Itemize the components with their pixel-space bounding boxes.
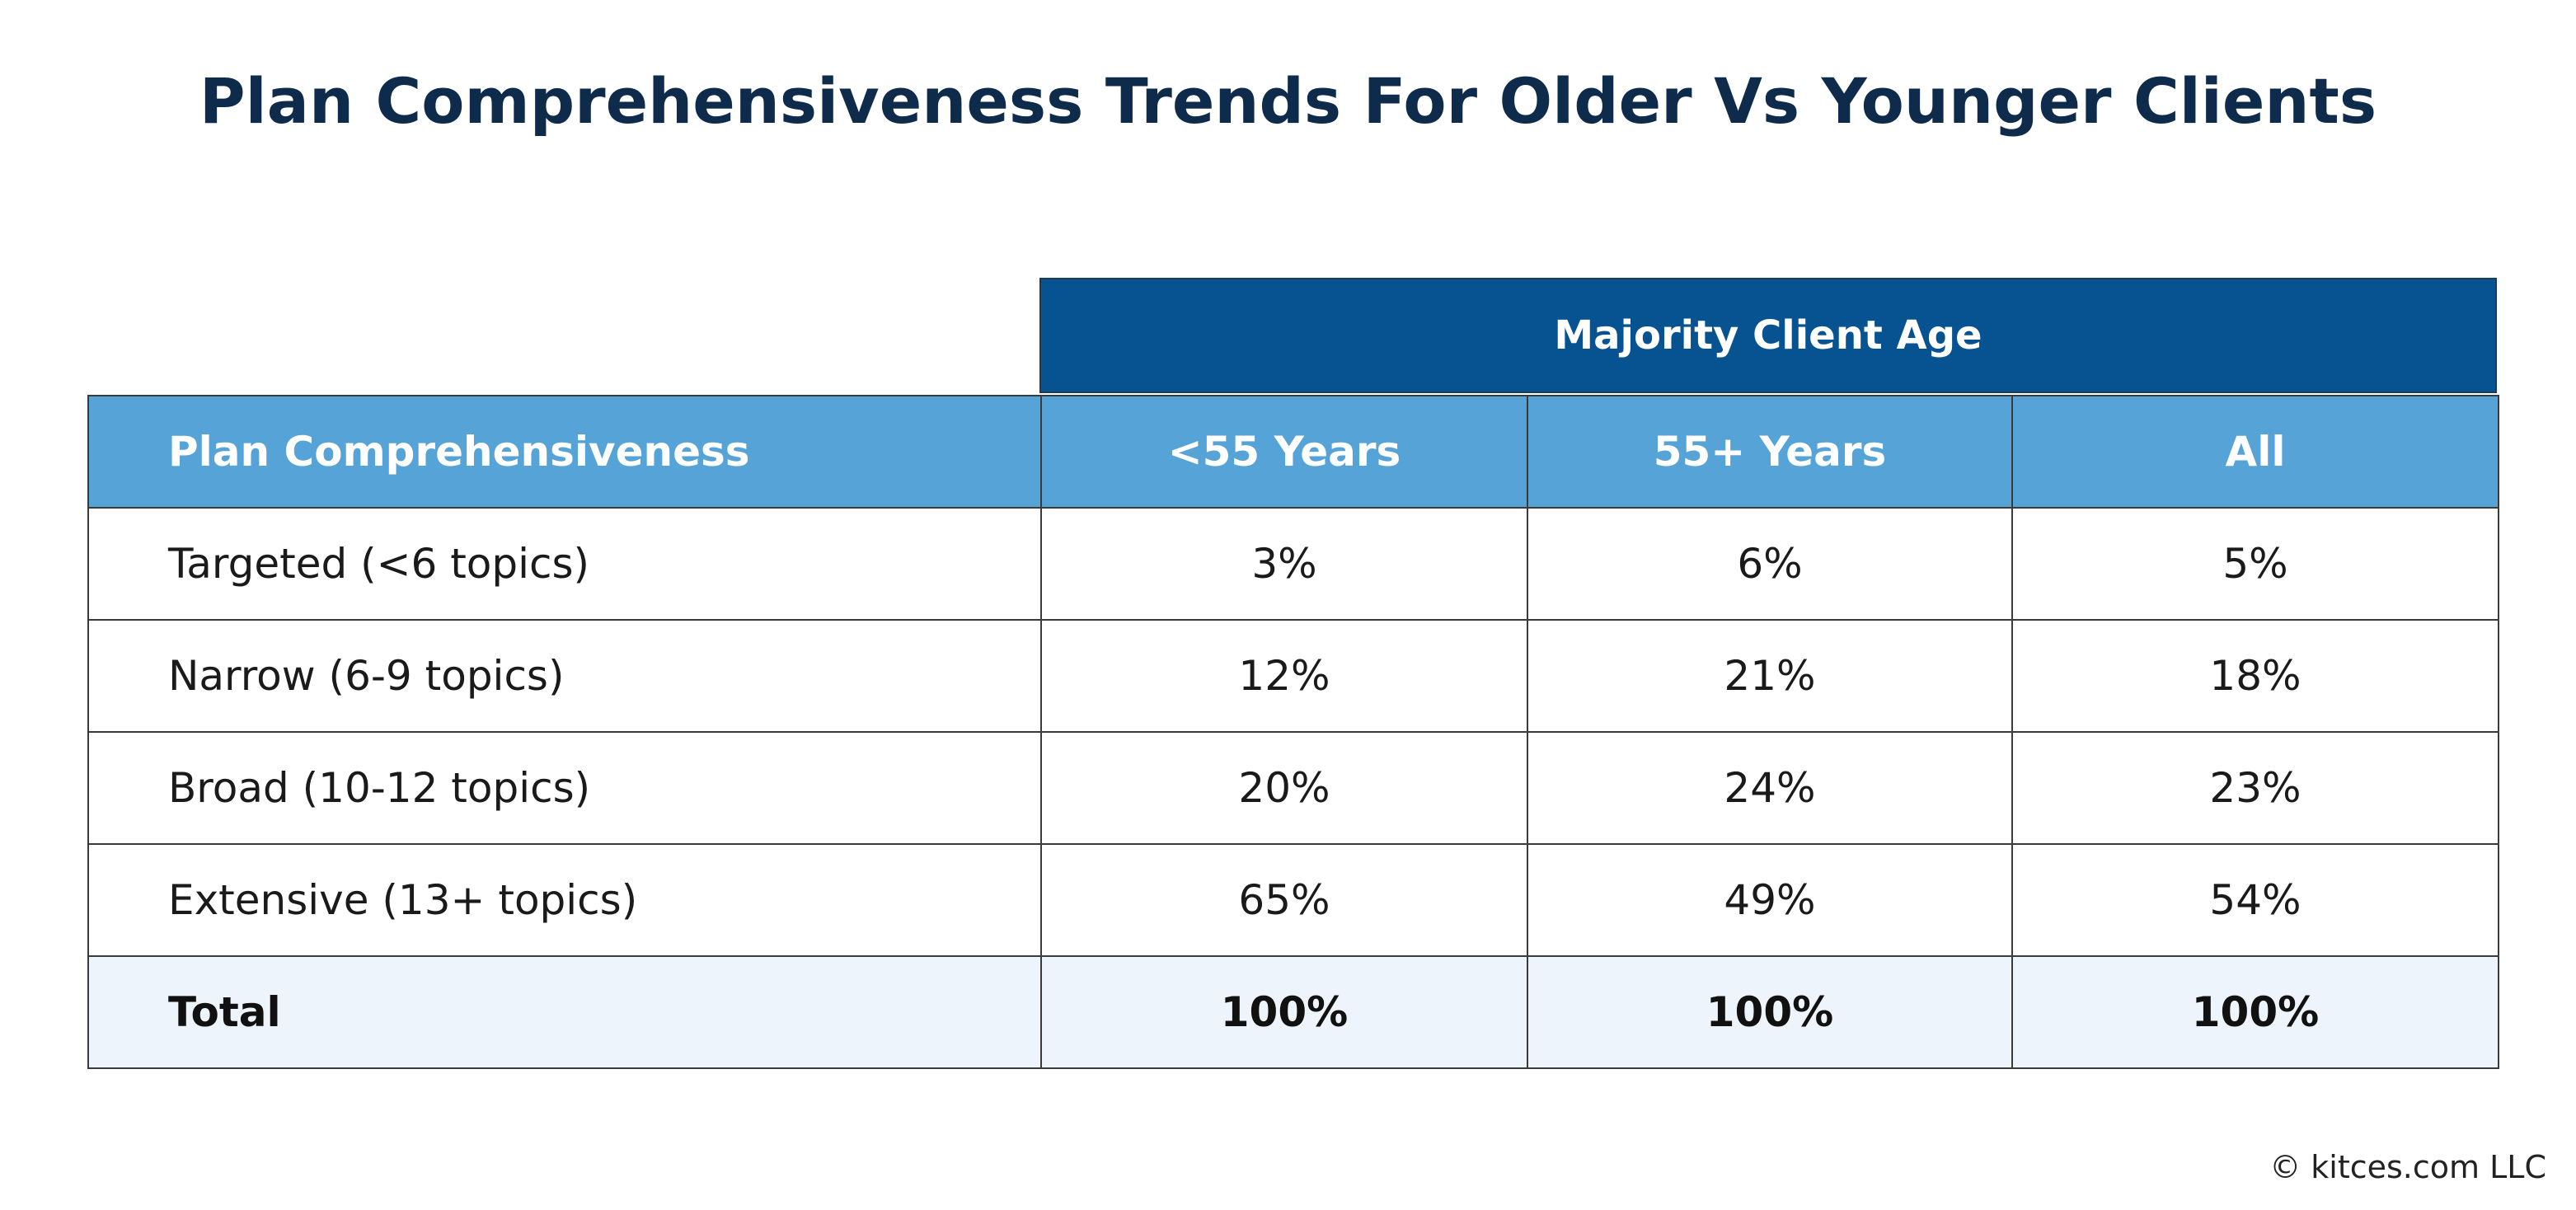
- chart-title: Plan Comprehensiveness Trends For Older …: [199, 64, 2377, 138]
- table-cell: 24%: [1527, 731, 2013, 845]
- table-header-row: Plan Comprehensiveness <55 Years 55+ Yea…: [87, 395, 2499, 509]
- table-cell-total: 100%: [2011, 955, 2499, 1069]
- table-cell-total: 100%: [1040, 955, 1528, 1069]
- table-row: Broad (10-12 topics) 20% 24% 23%: [87, 731, 2499, 845]
- table-cell: 12%: [1040, 619, 1528, 733]
- table-cell: 21%: [1527, 619, 2013, 733]
- table-row: Narrow (6-9 topics) 12% 21% 18%: [87, 619, 2499, 733]
- column-header-under-55: <55 Years: [1040, 395, 1528, 509]
- row-label: Targeted (<6 topics): [87, 507, 1042, 621]
- table-cell: 49%: [1527, 843, 2013, 957]
- total-row: Total 100% 100% 100%: [87, 955, 2499, 1069]
- table-cell: 5%: [2011, 507, 2499, 621]
- table-row: Extensive (13+ topics) 65% 49% 54%: [87, 843, 2499, 957]
- row-label-total: Total: [87, 955, 1042, 1069]
- column-header-55-plus: 55+ Years: [1527, 395, 2013, 509]
- table-cell: 18%: [2011, 619, 2499, 733]
- copyright-notice: © kitces.com LLC: [2269, 1149, 2546, 1185]
- table-cell: 6%: [1527, 507, 2013, 621]
- column-header-plan-comprehensiveness: Plan Comprehensiveness: [87, 395, 1042, 509]
- table-row: Targeted (<6 topics) 3% 6% 5%: [87, 507, 2499, 621]
- plan-comprehensiveness-table: Plan Comprehensiveness <55 Years 55+ Yea…: [87, 395, 2499, 1069]
- table-cell: 54%: [2011, 843, 2499, 957]
- table-cell: 20%: [1040, 731, 1528, 845]
- table-cell: 23%: [2011, 731, 2499, 845]
- table-cell-total: 100%: [1527, 955, 2013, 1069]
- majority-client-age-header: Majority Client Age: [1039, 278, 2497, 393]
- table-cell: 3%: [1040, 507, 1528, 621]
- table-cell: 65%: [1040, 843, 1528, 957]
- column-header-all: All: [2011, 395, 2499, 509]
- row-label: Broad (10-12 topics): [87, 731, 1042, 845]
- row-label: Narrow (6-9 topics): [87, 619, 1042, 733]
- row-label: Extensive (13+ topics): [87, 843, 1042, 957]
